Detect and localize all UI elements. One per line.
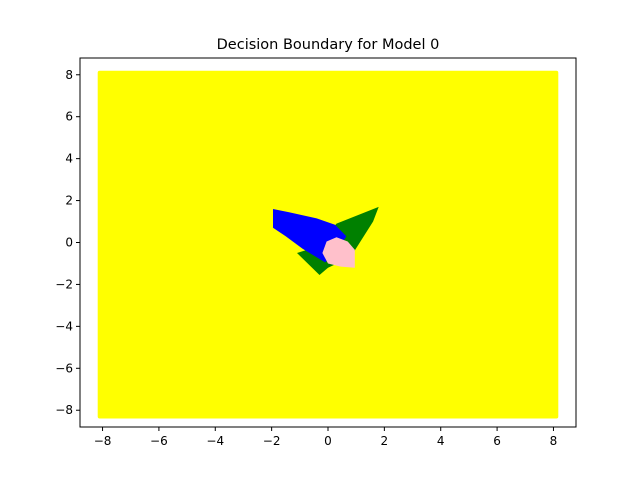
x-tick-label: −2	[263, 434, 281, 448]
x-tick-label: −4	[206, 434, 224, 448]
chart-title: Decision Boundary for Model 0	[217, 37, 440, 53]
x-tick-label: 2	[381, 434, 389, 448]
x-tick-label: 6	[493, 434, 501, 448]
x-tick-label: −8	[94, 434, 112, 448]
x-axis: −8 −6 −4 −2 0 2 4 6 8	[94, 427, 558, 448]
y-tick-label: 2	[65, 194, 73, 208]
y-tick-label: 0	[65, 236, 73, 250]
x-tick-label: 4	[437, 434, 445, 448]
x-tick-label: 0	[324, 434, 332, 448]
y-tick-label: 4	[65, 152, 73, 166]
x-tick-label: −6	[150, 434, 168, 448]
y-tick-label: −8	[55, 403, 73, 417]
y-tick-label: −2	[55, 277, 73, 291]
y-tick-label: 8	[65, 68, 73, 82]
x-tick-label: 8	[550, 434, 558, 448]
y-tick-label: 6	[65, 110, 73, 124]
y-tick-label: −6	[55, 361, 73, 375]
regions-layer	[100, 73, 557, 417]
y-axis: −8 −6 −4 −2 0 2 4 6 8	[55, 68, 80, 417]
y-tick-label: −4	[55, 319, 73, 333]
